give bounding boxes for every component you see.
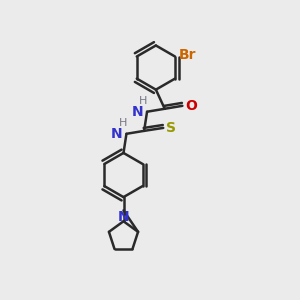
Text: O: O <box>185 99 197 113</box>
Text: H: H <box>118 118 127 128</box>
Text: N: N <box>132 105 143 119</box>
Text: Br: Br <box>178 48 196 62</box>
Text: S: S <box>166 121 176 135</box>
Text: N: N <box>118 210 129 224</box>
Text: N: N <box>111 127 123 141</box>
Text: H: H <box>139 96 147 106</box>
